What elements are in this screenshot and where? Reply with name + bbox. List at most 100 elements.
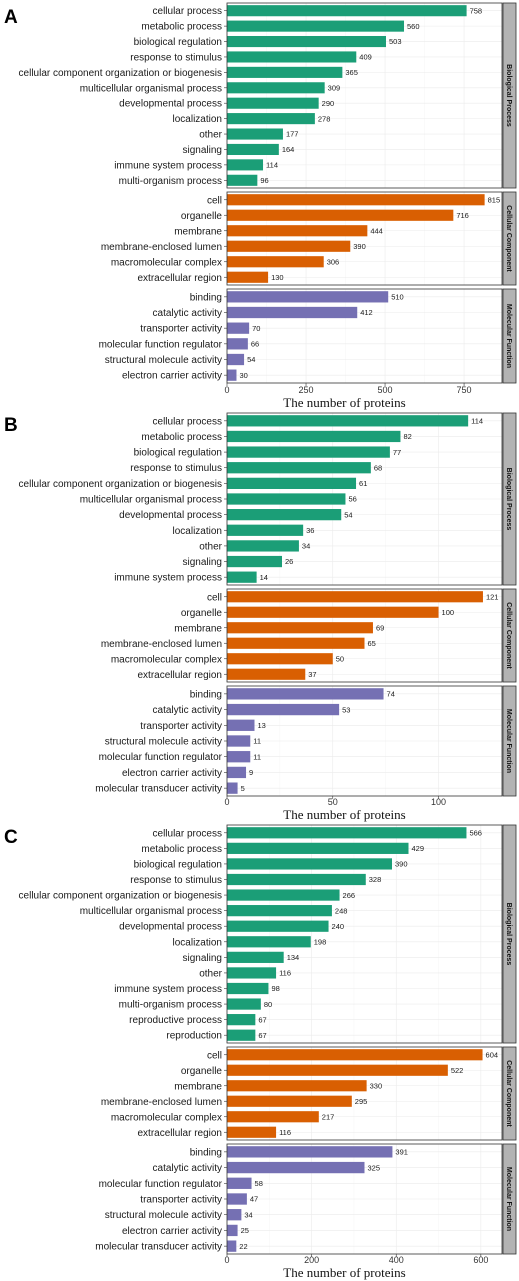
- category-label: membrane-enclosed lumen: [101, 242, 222, 253]
- facet-strip-label: Molecular Function: [505, 709, 512, 773]
- facet-strip-label: Biological Process: [505, 903, 512, 966]
- category-label: biological regulation: [134, 448, 222, 459]
- bar: [227, 571, 257, 583]
- bar-value-label: 390: [353, 242, 366, 251]
- category-label: catalytic activity: [153, 1163, 222, 1174]
- bar-value-label: 290: [322, 99, 335, 108]
- bar-value-label: 37: [308, 670, 316, 679]
- bar-value-label: 22: [239, 1242, 247, 1251]
- category-label: structural molecule activity: [105, 355, 222, 366]
- bar-value-label: 391: [395, 1148, 408, 1157]
- bar: [227, 322, 250, 334]
- bar: [227, 82, 325, 94]
- bar: [227, 338, 248, 350]
- bar-value-label: 365: [345, 68, 358, 77]
- panel-a-facet-biological-process: 758 cellular process 560 metabolic process 5…: [19, 2, 517, 189]
- bar-value-label: 25: [241, 1226, 249, 1235]
- facet-strip: [502, 824, 517, 1044]
- bar-value-label: 80: [264, 1000, 272, 1009]
- panel-a-facet-cellular-component: 815 cell 716 organelle 444 membrane 390 membran…: [101, 191, 517, 286]
- facet-background: [227, 289, 502, 383]
- category-label: cellular component organization or bioge…: [19, 479, 222, 490]
- bar: [227, 97, 319, 109]
- category-label: macromolecular complex: [111, 1112, 222, 1123]
- category-label: macromolecular complex: [111, 257, 222, 268]
- facet-strip: [502, 412, 517, 586]
- category-label: electron carrier activity: [122, 371, 222, 382]
- facet-border: [226, 288, 503, 384]
- bar-value-label: 34: [244, 1210, 252, 1219]
- category-label: immune system process: [114, 573, 222, 584]
- category-label: binding: [190, 1147, 222, 1158]
- x-axis-title: The number of proteins: [283, 807, 405, 822]
- facet-background: [227, 192, 502, 285]
- facet-strip-label: Cellular Component: [505, 1060, 512, 1127]
- category-label: cellular process: [153, 6, 222, 17]
- bar-value-label: 82: [403, 432, 411, 441]
- bar: [227, 1161, 365, 1174]
- bar: [227, 842, 409, 854]
- bar: [227, 1209, 242, 1221]
- x-tick-label: 200: [304, 1255, 319, 1265]
- category-label: response to stimulus: [130, 463, 222, 474]
- bar-value-label: 67: [258, 1015, 266, 1024]
- category-label: multicellular organismal process: [80, 495, 222, 506]
- x-axis-title: The number of proteins: [283, 1265, 405, 1280]
- panel-c-facet-cellular-component: 604 cell 522 organelle 330 membrane 295 membran…: [101, 1046, 517, 1141]
- bar: [227, 1146, 393, 1158]
- facet-border: [226, 588, 503, 683]
- bar: [227, 128, 283, 140]
- bar: [227, 1080, 367, 1092]
- bar: [227, 782, 238, 794]
- category-label: organelle: [181, 1066, 223, 1077]
- bar-value-label: 67: [258, 1031, 266, 1040]
- category-label: metabolic process: [141, 432, 222, 443]
- facet-strip: [502, 288, 517, 384]
- bar-value-label: 390: [395, 860, 408, 869]
- facet-strip-label: Molecular Function: [505, 1167, 512, 1231]
- facet-strip: [502, 191, 517, 286]
- facet-background: [227, 1047, 502, 1140]
- x-tick-label: 0: [224, 1255, 229, 1265]
- bar-value-label: 134: [287, 953, 300, 962]
- facet-border: [226, 685, 503, 797]
- bar-value-label: 54: [247, 355, 255, 364]
- bar-value-label: 5: [241, 784, 245, 793]
- category-label: other: [199, 541, 222, 552]
- bar: [227, 446, 390, 458]
- facet-strip-label: Molecular Function: [505, 304, 512, 368]
- bar-value-label: 409: [359, 53, 372, 62]
- panel-a-facet-molecular-function: 510 binding 412 catalytic activity 70 transpo…: [99, 288, 517, 384]
- bar-value-label: 70: [252, 324, 260, 333]
- bar-value-label: 77: [393, 448, 401, 457]
- category-label: structural molecule activity: [105, 737, 222, 748]
- category-label: transporter activity: [140, 721, 222, 732]
- category-label: organelle: [181, 211, 223, 222]
- category-label: membrane: [174, 1081, 222, 1092]
- bar-value-label: 53: [342, 705, 350, 714]
- facet-background: [227, 3, 502, 188]
- bar: [227, 5, 467, 17]
- bar-value-label: 26: [285, 557, 293, 566]
- bar: [227, 35, 386, 48]
- facet-border: [226, 824, 503, 1044]
- x-tick-label: 0: [224, 797, 229, 807]
- facet-strip: [502, 1046, 517, 1141]
- bar: [227, 555, 282, 568]
- category-label: molecular transducer activity: [95, 1242, 222, 1253]
- bar-value-label: 98: [271, 984, 279, 993]
- panel-b-facet-cellular-component: 121 cell 100 organelle 69 membrane 65 membrane-…: [101, 588, 517, 683]
- category-label: membrane-enclosed lumen: [101, 1097, 222, 1108]
- bar: [227, 735, 251, 747]
- bar-value-label: 240: [332, 922, 345, 931]
- bar: [227, 827, 467, 839]
- bar-value-label: 69: [376, 623, 384, 632]
- x-tick-label: 250: [299, 385, 314, 395]
- bar-value-label: 116: [279, 969, 291, 978]
- bar-value-label: 295: [355, 1097, 368, 1106]
- bar-value-label: 444: [370, 226, 383, 235]
- facet-strip: [502, 685, 517, 797]
- category-label: localization: [173, 526, 222, 537]
- facet-strip-label: Cellular Component: [505, 602, 512, 669]
- facet-strip-label: Cellular Component: [505, 205, 512, 272]
